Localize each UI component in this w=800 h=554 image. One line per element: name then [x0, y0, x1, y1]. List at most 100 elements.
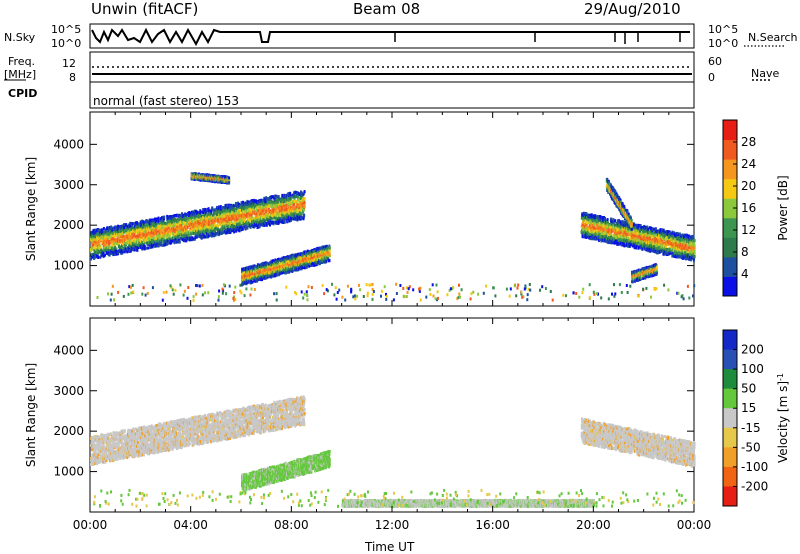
power-cell [261, 220, 264, 224]
power-cell [210, 231, 213, 235]
power-cell [189, 230, 192, 234]
power-cell [203, 222, 206, 226]
station-title: Unwin (fitACF) [91, 2, 198, 17]
power-cell [274, 201, 277, 205]
power-cell [158, 239, 161, 243]
power-cell [267, 217, 270, 221]
power-cell [158, 236, 161, 240]
power-cell [289, 213, 292, 217]
power-cell [287, 213, 289, 217]
power-cell [172, 231, 175, 235]
power-cell [220, 226, 223, 230]
power-cell [249, 277, 252, 280]
power-cell [196, 231, 199, 235]
nave-tick-high: 60 [708, 56, 722, 67]
power-cell [167, 230, 170, 234]
power-cell [148, 233, 151, 237]
power-cell [154, 242, 157, 246]
power-cell [293, 203, 296, 206]
power-cell [115, 238, 118, 242]
power-cell [91, 232, 94, 236]
power-cell [188, 217, 191, 221]
power-cell [118, 241, 121, 244]
power-cell [246, 220, 248, 224]
power-cell [145, 230, 148, 234]
power-cell [166, 234, 169, 238]
power-cell [97, 256, 100, 259]
power-cell [287, 211, 289, 215]
power-cell [198, 232, 201, 236]
power-cell [273, 196, 275, 200]
power-cell [131, 240, 134, 244]
power-cell [151, 245, 154, 249]
power-cell [224, 212, 227, 216]
power-cell [282, 211, 285, 215]
power-cell [272, 210, 275, 214]
power-cell [192, 237, 195, 241]
power-cell [129, 221, 132, 225]
power-cell [118, 245, 121, 249]
power-cell [101, 228, 104, 232]
power-cell [250, 214, 253, 218]
power-cell [279, 201, 282, 205]
power-cell [167, 241, 170, 245]
power-cell [113, 237, 115, 240]
power-cell [161, 216, 164, 219]
power-cell [287, 219, 289, 223]
power-cell [282, 203, 284, 207]
power-cell [156, 235, 159, 239]
power-cell [169, 229, 172, 233]
power-cell [192, 216, 195, 219]
power-cell [221, 216, 224, 220]
power-cell [213, 216, 216, 220]
power-cell [277, 218, 280, 222]
power-cell [211, 208, 214, 212]
power-cell [164, 225, 167, 229]
power-cell [131, 236, 134, 240]
power-cell [94, 255, 96, 259]
power-cell [142, 236, 145, 240]
power-cell [214, 219, 216, 223]
power-cell [252, 198, 255, 202]
power-cell [276, 195, 279, 199]
power-cell [206, 222, 209, 226]
power-cell [229, 223, 232, 227]
power-cell [271, 195, 274, 199]
power-cell [250, 280, 253, 283]
power-cell [287, 192, 290, 196]
power-cell [251, 203, 254, 207]
power-cell [227, 224, 230, 228]
power-cell [153, 232, 156, 236]
power-cell [138, 241, 141, 245]
power-cell [193, 237, 196, 241]
freq-tick-low: 8 [69, 72, 76, 83]
power-cell [168, 215, 171, 219]
power-cell [146, 227, 149, 231]
power-cell [165, 227, 168, 231]
power-cell [125, 243, 128, 247]
power-cell [240, 218, 243, 222]
power-cell [294, 195, 297, 199]
freq-unit: [MHz] [4, 69, 36, 80]
power-cell [170, 225, 173, 228]
power-cell [197, 211, 200, 215]
power-cell [239, 222, 242, 226]
power-cell [128, 241, 131, 245]
date-title: 29/Aug/2010 [584, 2, 681, 17]
power-cell [289, 200, 292, 204]
power-cell [257, 200, 260, 204]
power-cell [201, 235, 204, 239]
power-cell [243, 218, 246, 222]
power-cell [255, 221, 258, 225]
power-cell [238, 218, 241, 222]
power-cell [172, 228, 175, 232]
power-cell [161, 222, 164, 226]
power-cell [114, 233, 117, 237]
power-cell [202, 227, 205, 230]
power-cell [283, 220, 286, 224]
power-cell [277, 220, 280, 224]
power-cell [281, 215, 284, 219]
power-cell [197, 223, 200, 227]
power-cell [216, 206, 219, 209]
